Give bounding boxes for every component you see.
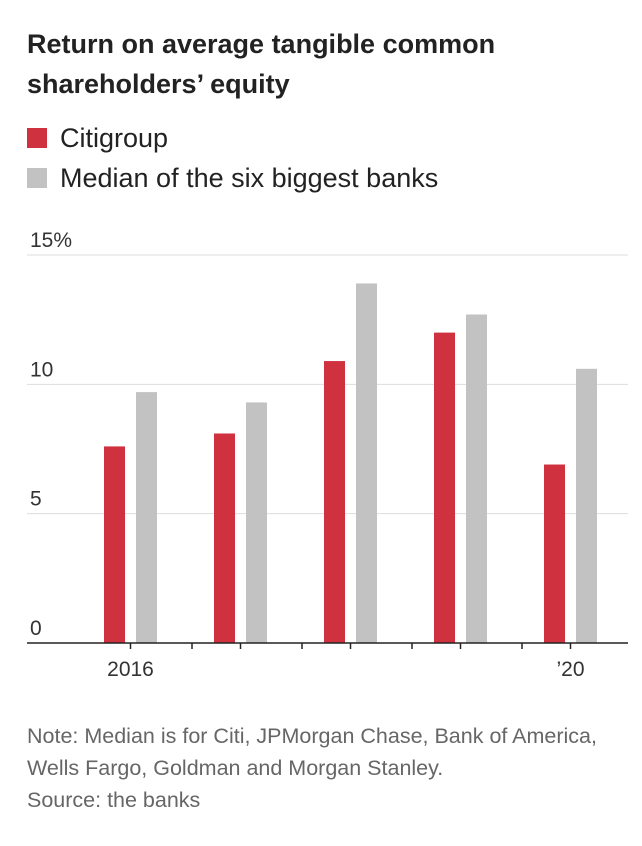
bar-citigroup-2016 bbox=[104, 446, 125, 643]
bar-citigroup-2020 bbox=[544, 464, 565, 643]
y-tick-label: 10 bbox=[30, 358, 53, 381]
bar-chart: 0 5 10 15% 2016 ’20 bbox=[27, 229, 628, 681]
y-tick-label: 0 bbox=[30, 617, 42, 640]
legend-item-citigroup: Citigroup bbox=[27, 118, 438, 158]
y-tick-label: 15% bbox=[30, 229, 72, 252]
y-tick-label: 5 bbox=[30, 488, 42, 511]
note-text: Note: Median is for Citi, JPMorgan Chase… bbox=[27, 724, 597, 780]
legend-swatch-citigroup bbox=[27, 128, 47, 148]
legend: Citigroup Median of the six biggest bank… bbox=[27, 118, 438, 198]
bar-median-2019 bbox=[466, 314, 487, 643]
legend-label-citigroup: Citigroup bbox=[60, 122, 169, 153]
legend-swatch-median bbox=[27, 168, 47, 188]
legend-item-median: Median of the six biggest banks bbox=[27, 158, 438, 198]
bar-median-2017 bbox=[246, 402, 267, 643]
x-tick-label: ’20 bbox=[556, 658, 584, 681]
x-tick-labels: 2016 ’20 bbox=[107, 658, 584, 681]
chart-note: Note: Median is for Citi, JPMorgan Chase… bbox=[27, 720, 627, 816]
bar-citigroup-2019 bbox=[434, 332, 455, 643]
bar-citigroup-2017 bbox=[214, 433, 235, 643]
chart-title: Return on average tangible common shareh… bbox=[27, 29, 496, 99]
y-tick-labels: 0 5 10 15% bbox=[30, 229, 72, 640]
x-axis bbox=[27, 642, 628, 649]
bars bbox=[104, 283, 597, 643]
bar-citigroup-2018 bbox=[324, 361, 345, 643]
bar-median-2020 bbox=[576, 368, 597, 643]
legend-label-median: Median of the six biggest banks bbox=[60, 162, 439, 193]
x-tick-label: 2016 bbox=[107, 658, 154, 681]
bar-median-2018 bbox=[356, 283, 377, 643]
source-text: Source: the banks bbox=[27, 788, 201, 812]
bar-median-2016 bbox=[136, 392, 157, 643]
